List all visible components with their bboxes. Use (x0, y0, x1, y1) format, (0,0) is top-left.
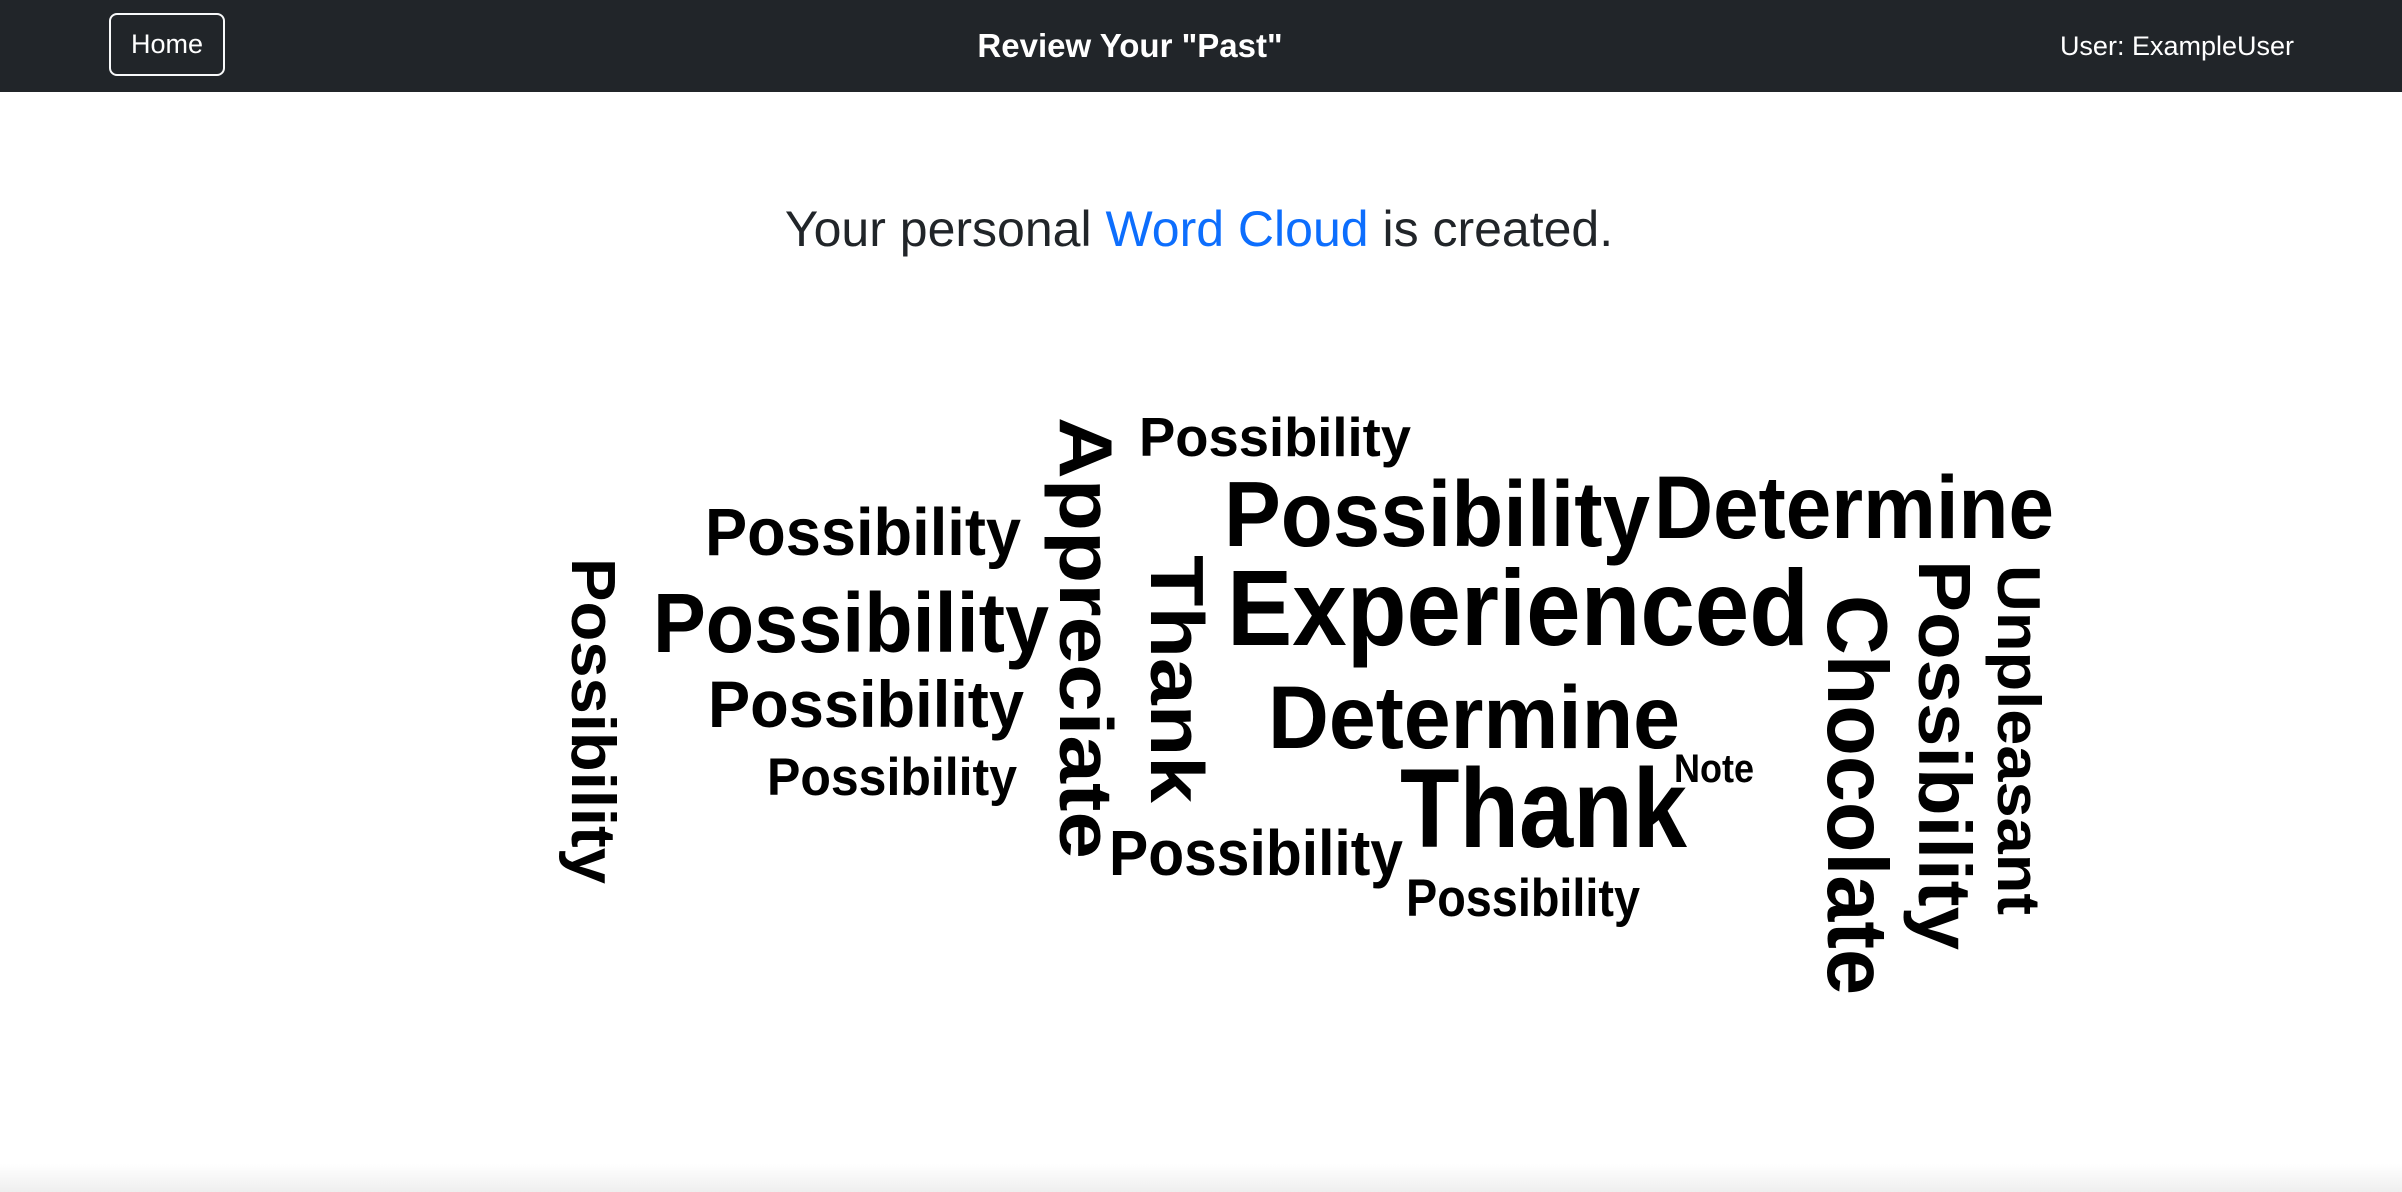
word-cloud-word: Chocolate (1809, 595, 1904, 995)
page-title: Review Your "Past" (977, 27, 1283, 64)
word-cloud-word: Thank (1135, 555, 1219, 803)
word-cloud-word: Appreciate (1044, 417, 1128, 859)
word-cloud-word: Determine (1654, 457, 2054, 557)
word-cloud-word: Possibility (708, 667, 1024, 741)
word-cloud-word: Possibility (1406, 869, 1640, 928)
word-cloud-word: Possibility (558, 558, 627, 885)
user-label: User: ExampleUser (2059, 30, 2294, 61)
headline: Your personal Word Cloud is created. (0, 200, 2400, 258)
word-cloud-word: Possibility (1903, 560, 1986, 950)
word-cloud-word: Possibility (767, 748, 1017, 807)
home-button[interactable]: Home (109, 13, 225, 76)
word-cloud-word: Unpleasant (1985, 565, 2052, 915)
bottom-shadow (0, 1164, 2402, 1192)
word-cloud-word: Experienced (1227, 547, 1809, 668)
headline-suffix: is created. (1368, 201, 1614, 257)
word-cloud-word: Possibility (1224, 462, 1650, 566)
word-cloud-word: Possibility (705, 495, 1021, 570)
word-cloud-word: Possibility (653, 576, 1049, 670)
word-cloud-word: Possibility (1109, 817, 1403, 889)
word-cloud-word: Determine (1268, 667, 1680, 767)
word-cloud-word: Possibility (1139, 406, 1411, 468)
word-cloud-word: Note (1674, 747, 1754, 791)
word-cloud-word: Thank (1400, 746, 1688, 871)
navbar: Home Review Your "Past" User: ExampleUse… (0, 0, 2402, 92)
headline-prefix: Your personal (784, 201, 1106, 257)
headline-accent: Word Cloud (1105, 201, 1369, 257)
